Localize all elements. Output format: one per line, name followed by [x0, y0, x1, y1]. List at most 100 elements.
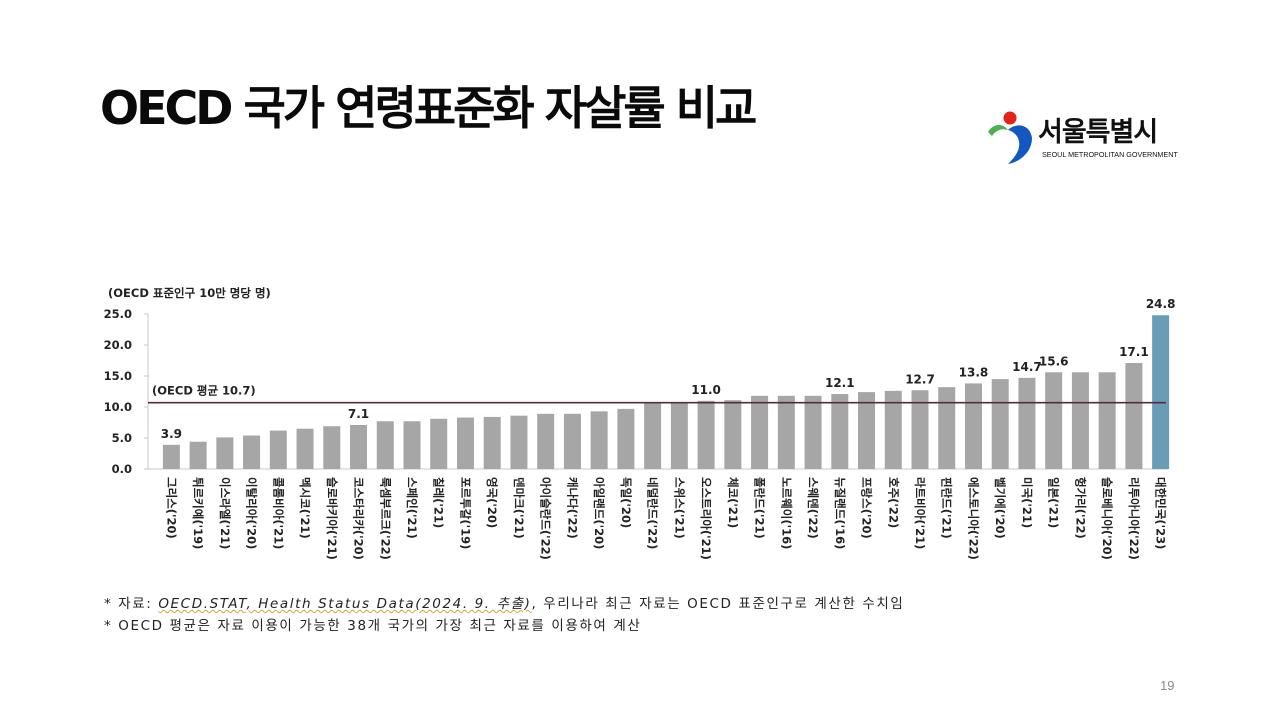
y-tick-label: 15.0 [104, 369, 132, 383]
bar [697, 400, 715, 469]
bar [189, 441, 207, 469]
data-label: 13.8 [959, 365, 989, 379]
y-tick-label: 20.0 [104, 338, 132, 352]
data-label: 14.7 [1012, 360, 1042, 374]
bar [644, 403, 662, 469]
x-tick-label: 영국('20) [485, 477, 499, 528]
x-tick-label: 폴란드('21) [753, 477, 767, 539]
bar [858, 392, 876, 469]
bar [590, 411, 608, 469]
x-tick-label: 체코('21) [726, 477, 740, 528]
bar [430, 418, 448, 469]
bar [1152, 315, 1170, 469]
x-tick-label: 아일랜드('20) [592, 477, 606, 549]
data-label: 11.0 [691, 383, 721, 397]
bar [991, 379, 1009, 469]
x-tick-label: 포르투갈('19) [458, 477, 472, 549]
x-tick-label: 대한민국('23) [1154, 477, 1168, 549]
footnote-source-suffix: , 우리나라 최근 자료는 OECD 표준인구로 계산한 수치임 [531, 596, 905, 612]
data-label: 12.7 [905, 372, 935, 386]
bar [376, 421, 394, 469]
bar [216, 437, 234, 469]
bar [269, 430, 287, 469]
bar [1071, 372, 1089, 469]
slide-title: OECD 국가 연령표준화 자살률 비교 [100, 81, 757, 135]
x-tick-label: 핀란드('21) [940, 477, 954, 539]
logo-name: 서울특별시 [1038, 117, 1158, 148]
data-label: 15.6 [1039, 354, 1069, 368]
x-tick-label: 룩셈부르크('22) [378, 477, 392, 560]
y-axis-label: (OECD 표준인구 10만 명당 명) [108, 286, 271, 300]
oecd-average-line: (OECD 평균 10.7) [148, 384, 1166, 404]
bar [1098, 372, 1116, 469]
bar [403, 421, 421, 469]
x-tick-label: 일본('21) [1047, 477, 1061, 528]
x-tick-label: 덴마크('21) [512, 477, 526, 539]
x-tick-label: 호주('22) [886, 477, 900, 528]
bars [162, 315, 1170, 469]
footnote-source-prefix: * 자료: [104, 596, 159, 612]
x-tick-label: 헝가리('22) [1073, 477, 1087, 539]
x-tick-label: 스웨덴('22) [806, 477, 820, 539]
suicide-rate-bar-chart: (OECD 표준인구 10만 명당 명) 0.0 5.0 10.0 15.0 20.0 2… [104, 286, 1176, 560]
x-tick-label: 에스토니아('22) [966, 477, 980, 560]
x-tick-label: 캐나다('22) [565, 477, 579, 539]
bar [1045, 372, 1063, 469]
x-tick-label: 벨기에('20) [993, 477, 1007, 539]
bar [964, 383, 982, 469]
footnote-source-name: OECD.STAT, Health Status Data(2024. 9. 추… [158, 596, 532, 612]
data-label: 7.1 [348, 407, 369, 421]
y-tick-label: 0.0 [112, 462, 132, 476]
data-label: 24.8 [1146, 297, 1176, 311]
bar [563, 413, 581, 469]
page-number: 19 [1160, 678, 1175, 693]
seoul-emblem-icon [988, 111, 1032, 164]
bar [938, 387, 956, 469]
x-tick-label: 오스트리아('21) [699, 477, 713, 560]
footnote-average: * OECD 평균은 자료 이용이 가능한 38개 국가의 가장 최근 자료를 … [104, 618, 642, 634]
x-tick-label: 슬로바키아('21) [325, 477, 339, 560]
x-tick-label: 슬로베니아('20) [1100, 477, 1114, 560]
bar [162, 444, 180, 469]
x-tick-label: 라트비아('21) [913, 477, 927, 549]
bar [724, 400, 742, 469]
data-labels: 3.9 7.1 11.0 12.1 12.7 13.8 14.715.6 17.1 24.8 [161, 297, 1176, 441]
data-label: 12.1 [825, 376, 855, 390]
x-tick-label: 튀르키예('19) [191, 477, 205, 549]
bar [1125, 362, 1143, 469]
x-tick-label: 미국('21) [1020, 477, 1034, 528]
bar [323, 426, 341, 469]
x-tick-label: 이탈리아('20) [245, 477, 259, 549]
y-tick-label: 10.0 [104, 400, 132, 414]
x-tick-label: 프랑스('20) [860, 477, 874, 539]
bar [243, 435, 261, 469]
bar [617, 408, 635, 469]
x-tick-label: 코스타리카('20) [352, 477, 366, 560]
bar [296, 428, 314, 469]
bar [1018, 377, 1036, 469]
footnote-source: * 자료: OECD.STAT, Health Status Data(2024… [104, 592, 904, 612]
bar [911, 390, 929, 469]
x-tick-label: 스페인('21) [405, 477, 419, 539]
bar [537, 413, 555, 469]
x-tick-label: 이스라엘('21) [218, 477, 232, 549]
bar [751, 395, 769, 469]
x-tick-label: 칠레('21) [432, 477, 446, 528]
data-label: 3.9 [161, 427, 182, 441]
x-tick-label: 멕시코('21) [298, 477, 312, 539]
bar [350, 424, 368, 469]
oecd-average-label: (OECD 평균 10.7) [152, 384, 256, 398]
x-tick-label: 네덜란드('22) [646, 477, 660, 549]
x-tick-label: 노르웨이('16) [779, 477, 793, 549]
x-tick-label: 아이슬란드('22) [539, 477, 553, 560]
bar [804, 395, 822, 469]
bar [884, 390, 902, 469]
x-tick-label: 콜롬비아('21) [271, 477, 285, 549]
y-tick-label: 25.0 [104, 307, 132, 321]
bar [777, 395, 795, 469]
bar [483, 416, 501, 469]
x-tick-label: 뉴질랜드('16) [833, 477, 847, 549]
x-tick-label: 독일('20) [619, 477, 633, 528]
bar [670, 402, 688, 469]
bar [456, 417, 474, 469]
